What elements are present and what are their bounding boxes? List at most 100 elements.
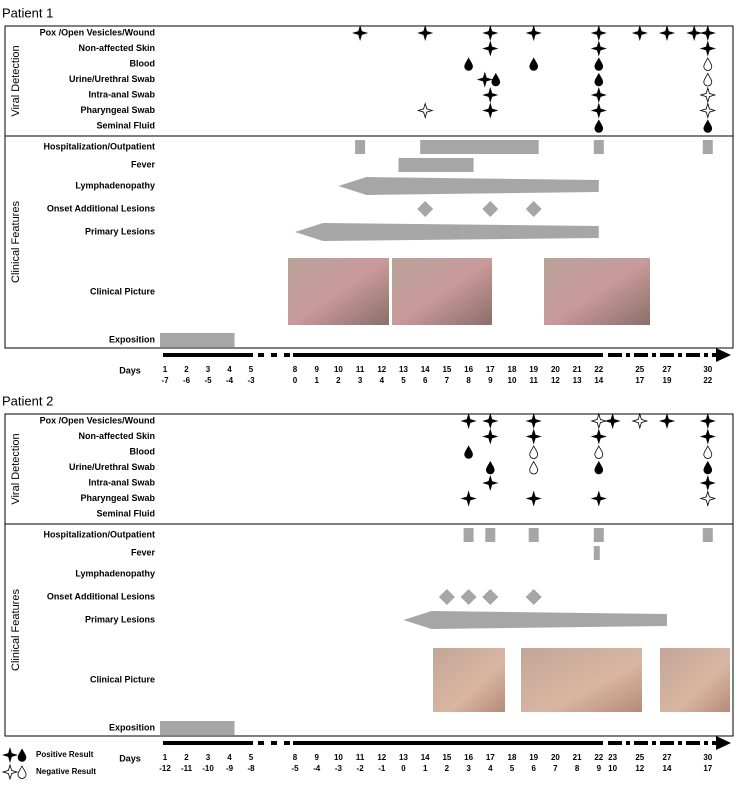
relative-label: -6 [183,376,191,385]
tick-label: 17 [486,365,495,374]
drop-marker [594,72,604,87]
row-label: Onset Additional Lesions [47,203,155,213]
tick-label: 20 [551,365,560,374]
section-label: Clinical Features [10,589,22,671]
relative-label: 7 [553,764,558,773]
tick-label: 16 [464,365,473,374]
legend-label: Negative Result [36,767,96,776]
relative-label: 12 [551,376,560,385]
star-marker [631,24,648,42]
legend-star [1,763,19,781]
star-marker [699,474,716,492]
relative-label: 0 [293,376,298,385]
relative-label: 9 [597,764,602,773]
drop-marker [594,57,604,71]
row-label: Hospitalization/Outpatient [44,529,156,539]
relative-label: 1 [314,376,319,385]
row-label: Hospitalization/Outpatient [44,141,156,151]
star-marker [525,24,542,42]
relative-label: 10 [608,764,617,773]
range-bar [702,140,713,154]
tick-label: 10 [334,365,343,374]
patient-title: Patient 1 [2,5,53,20]
panel-border [4,413,734,737]
row-label: Onset Additional Lesions [47,591,155,601]
row-label: Primary Lesions [85,614,155,624]
drop-marker [594,445,604,459]
tick-label: 3 [206,753,211,762]
diamond [525,589,542,605]
star-marker [699,428,716,445]
tick-label: 27 [663,365,672,374]
tick-label: 11 [356,365,365,374]
clinical-photo [288,258,389,325]
star-marker [590,24,607,42]
relative-label: -2 [357,764,365,773]
row-label: Non-affected Skin [78,43,155,53]
row-label: Intra-anal Swab [88,89,155,99]
relative-label: 4 [380,376,385,385]
tick-label: 5 [249,365,254,374]
drop-marker [464,445,473,459]
tick-label: 18 [508,753,517,762]
star-marker [686,24,703,42]
tick-label: 25 [635,753,644,762]
range-bar [355,140,366,154]
relative-label: -9 [226,764,234,773]
row-label: Exposition [109,334,155,344]
section-label: Viral Detection [10,45,22,116]
relative-label: 3 [466,764,471,773]
tick-label: 15 [442,365,451,374]
panel-border [4,25,734,349]
relative-label: 0 [401,764,406,773]
star-marker [476,71,493,88]
star-marker [699,40,716,57]
relative-label: 14 [594,376,603,385]
tick-label: 9 [314,365,319,374]
drop-marker [703,72,713,87]
star-marker [525,412,542,430]
tick-label: 15 [442,753,451,762]
tick-label: 18 [508,365,517,374]
star-marker [590,40,607,57]
tick-label: 9 [314,753,319,762]
row-label: Pharyngeal Swab [80,105,155,115]
star-marker [352,24,369,42]
row-label: Lymphadenopathy [75,568,155,578]
tick-label: 8 [293,365,298,374]
axis-arrowhead [716,348,731,362]
star-marker [699,24,716,42]
tick-label: 4 [227,365,232,374]
range-bar [160,333,235,347]
drop-marker [464,57,473,71]
star-marker [482,24,499,42]
star-marker [590,102,607,119]
diamond [525,201,542,217]
relative-label: 17 [635,376,644,385]
tick-label: 13 [399,365,408,374]
range-bar [463,528,474,542]
tick-label: 1 [163,365,168,374]
tick-label: 23 [608,753,617,762]
tick-label: 17 [486,753,495,762]
tick-label: 10 [334,753,343,762]
diamond [482,589,499,605]
star-marker [460,490,477,507]
relative-label: 10 [508,376,517,385]
tick-label: 16 [464,753,473,762]
range-bar [593,528,604,542]
tick-label: 25 [635,365,644,374]
relative-label: 2 [336,376,341,385]
tick-label: 12 [377,753,386,762]
clinical-photo [521,648,642,712]
tick-label: 11 [356,753,365,762]
row-label: Blood [130,58,156,68]
star-marker [658,24,676,42]
diamond [460,589,477,605]
drop-marker [703,119,713,133]
drop-marker [485,460,495,475]
tick-label: 22 [594,365,603,374]
range-bar [420,140,539,154]
relative-label: 4 [488,764,493,773]
